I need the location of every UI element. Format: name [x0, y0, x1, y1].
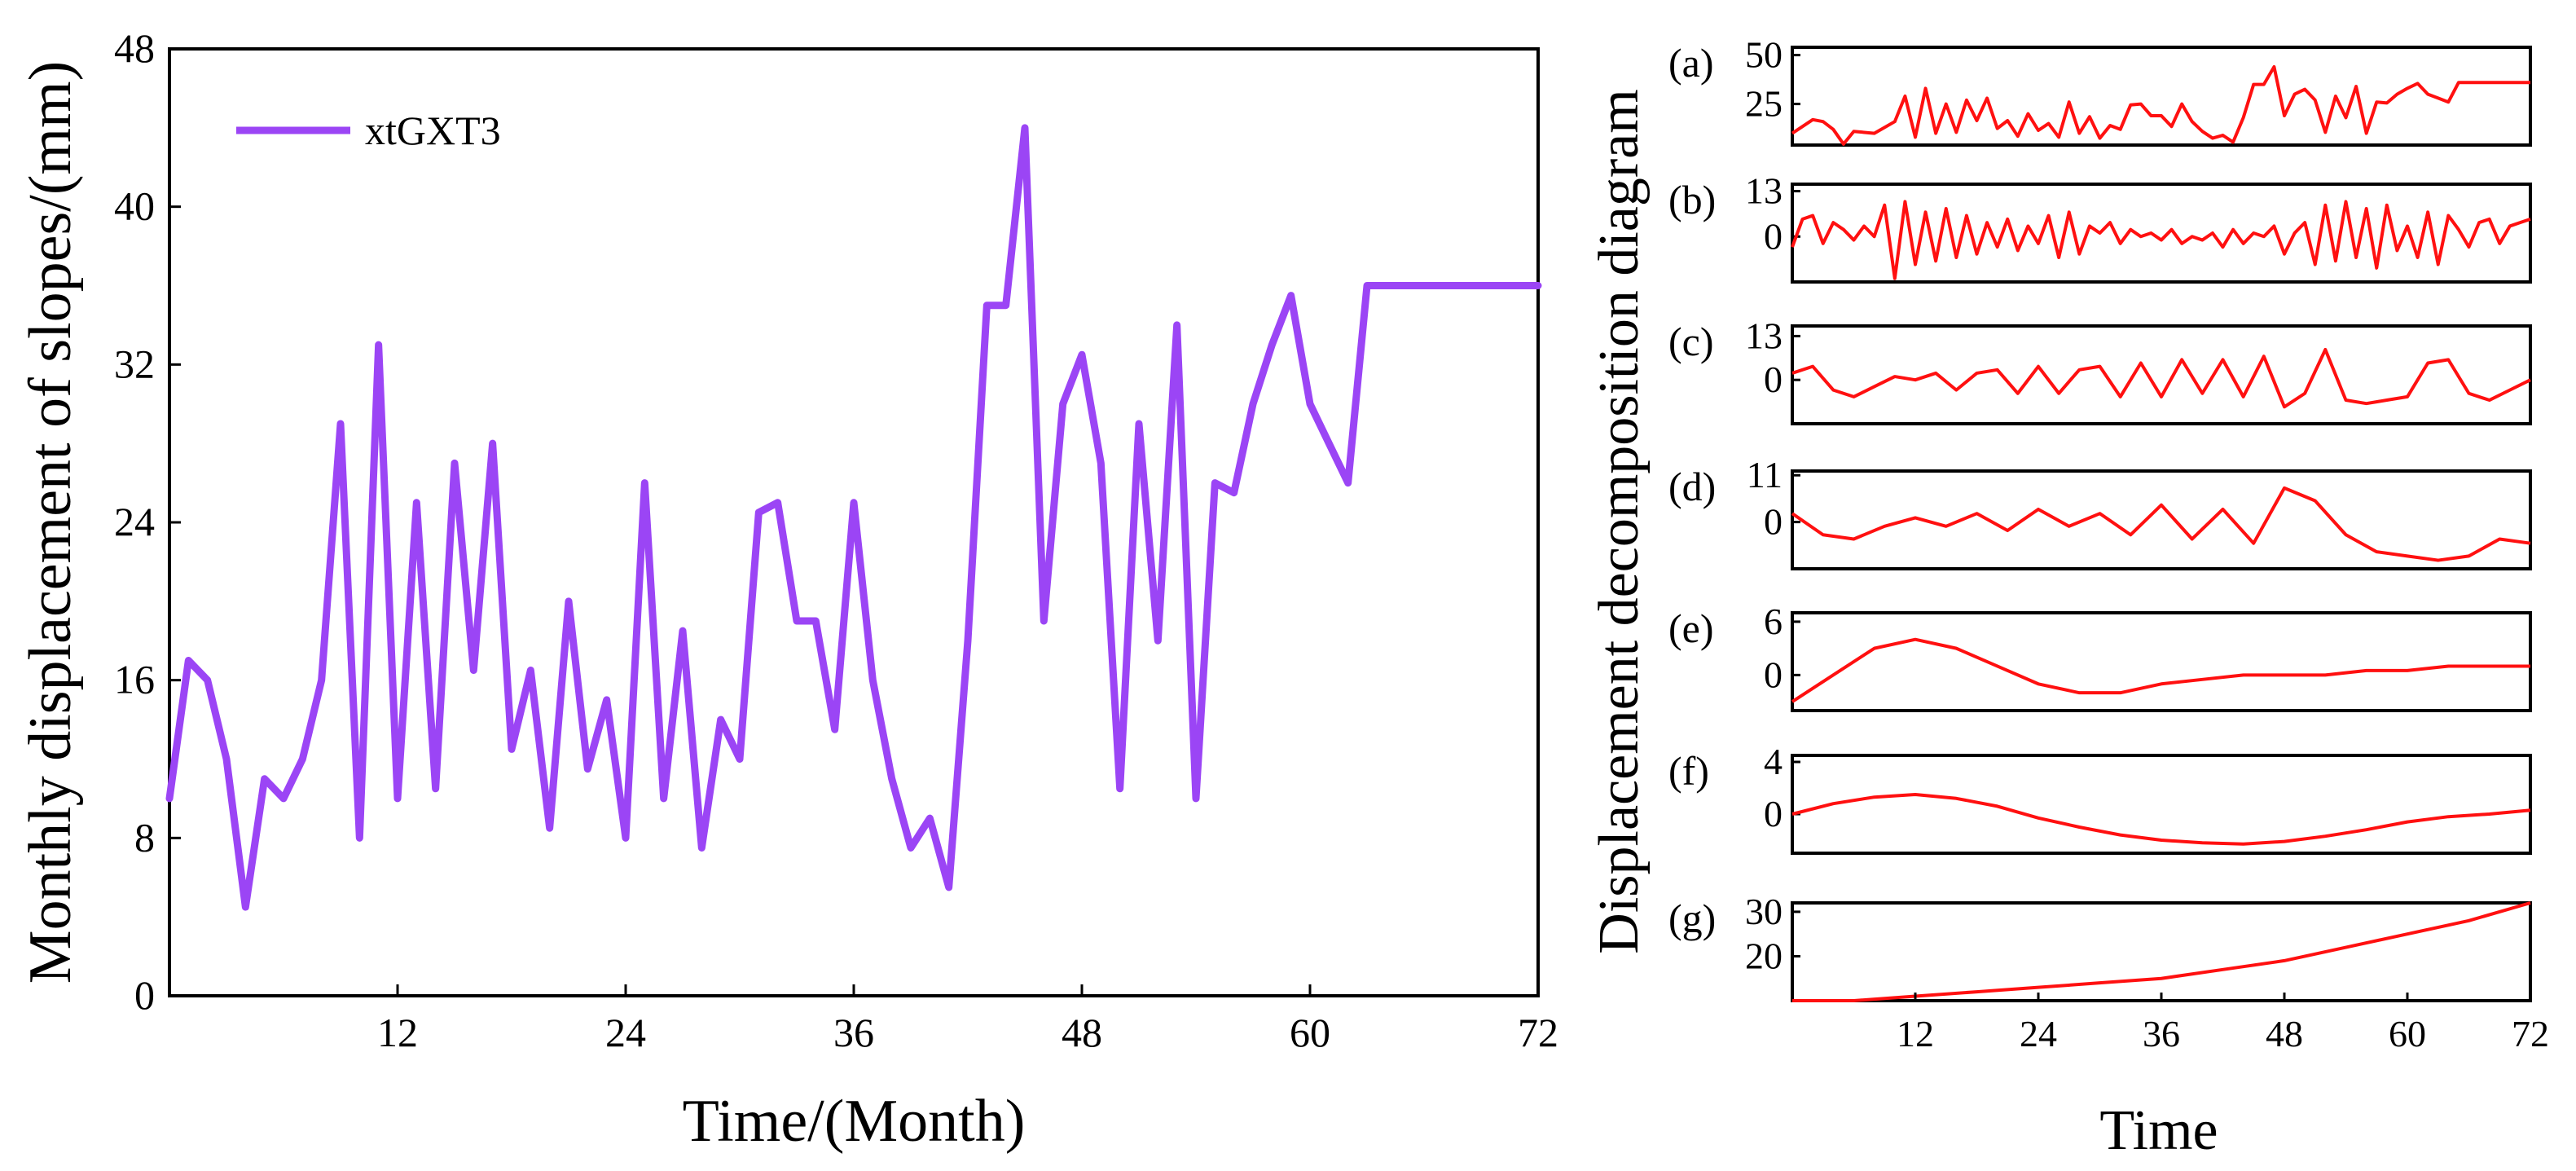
panel-series-line	[1792, 901, 2531, 1002]
decomp-x-tick-label: 60	[2389, 1013, 2426, 1054]
main-x-tick-label: 24	[605, 1010, 646, 1055]
panel-y-tick-label: 0	[1764, 793, 1783, 834]
panel-y-tick-label: 11	[1747, 454, 1783, 495]
panel-label: (g)	[1668, 896, 1716, 941]
panel-y-tick-label: 30	[1745, 891, 1783, 932]
main-y-tick-label: 40	[114, 183, 155, 229]
main-y-tick-label: 8	[134, 814, 155, 860]
main-x-tick-label: 48	[1062, 1010, 1102, 1055]
panel-series-line	[1791, 637, 2530, 703]
panel-label: (b)	[1668, 177, 1716, 222]
main-x-tick-label: 36	[833, 1010, 874, 1055]
main-x-tick-label: 12	[377, 1010, 418, 1055]
panel-y-tick-label: 4	[1764, 741, 1783, 782]
decomp-x-tick-label: 12	[1897, 1013, 1934, 1054]
main-chart: 0 8 16 24 32 40 48 12 24 36 48 60 72 Time/(Month) Mont…	[17, 25, 1558, 1155]
decomp-x-axis-title: Time	[2099, 1099, 2218, 1162]
panel-label: (c)	[1668, 319, 1714, 364]
panel-frame	[1791, 754, 2532, 855]
panel-y-tick-label: 25	[1745, 83, 1783, 125]
panel-series-line	[1791, 486, 2531, 562]
panel-series-line	[1791, 65, 2530, 146]
decomposition-panel: 0 4 (f)	[1668, 741, 2532, 855]
panel-y-tick-label: 6	[1764, 601, 1783, 642]
panel-y-tick-label: 0	[1764, 501, 1783, 543]
decomposition-panel: 25 50 (a)	[1668, 34, 2532, 147]
main-y-tick-label: 48	[114, 25, 155, 71]
panel-label: (e)	[1668, 605, 1714, 651]
decomposition-panel: 0 6 (e)	[1668, 601, 2532, 712]
main-series-line	[165, 124, 1542, 911]
panel-series-line	[1791, 200, 2531, 280]
panel-y-tick-label: 20	[1745, 935, 1783, 976]
panel-frame	[1791, 324, 2532, 425]
panel-label: (a)	[1668, 40, 1714, 86]
panel-y-tick-label: 13	[1745, 315, 1783, 356]
decomp-y-axis-title: Displacement decomposition diagram	[1588, 89, 1651, 953]
panel-frame	[1791, 611, 2532, 712]
main-y-axis-title: Monthly displacement of slopes/(mm)	[17, 61, 84, 984]
panel-label: (f)	[1668, 748, 1709, 794]
decomposition-panel: 0 11 (d)	[1668, 454, 2532, 570]
panel-frame	[1791, 183, 2532, 284]
main-x-tick-label: 72	[1518, 1010, 1558, 1055]
panel-frame	[1791, 469, 2532, 570]
panel-y-tick-label: 13	[1745, 170, 1783, 212]
panel-frame	[1791, 901, 2532, 1002]
decomposition-panel: 013 (b)	[1668, 170, 2532, 284]
main-x-tick-label: 60	[1290, 1010, 1330, 1055]
panel-label: (d)	[1668, 464, 1716, 509]
panel-y-tick-label: 0	[1764, 654, 1783, 695]
panel-y-tick-label: 50	[1745, 34, 1783, 76]
decomp-x-tick-label: 36	[2143, 1013, 2180, 1054]
decomposition-chart: 2550(a)013(b)013(c)011(d)06(e)04(f)2030(…	[1588, 34, 2549, 1162]
main-y-tick-label: 32	[114, 341, 155, 386]
panel-series-line	[1791, 347, 2531, 409]
panel-y-tick-label: 0	[1764, 359, 1783, 400]
main-y-tick-label: 0	[134, 972, 155, 1018]
panel-frame	[1791, 46, 2532, 147]
decomp-x-tick-label: 24	[2020, 1013, 2057, 1054]
decomp-x-tick-label: 72	[2512, 1013, 2549, 1054]
decomp-x-tick-label: 48	[2266, 1013, 2303, 1054]
decomposition-panel: 013 (c)	[1668, 315, 2532, 425]
main-y-tick-label: 24	[114, 499, 155, 544]
main-x-axis-title: Time/(Month)	[683, 1088, 1026, 1155]
legend-label: xtGXT3	[365, 108, 501, 153]
main-y-tick-label: 16	[114, 657, 155, 702]
panel-y-tick-label: 0	[1764, 215, 1783, 257]
panel-series-line	[1791, 793, 2531, 846]
